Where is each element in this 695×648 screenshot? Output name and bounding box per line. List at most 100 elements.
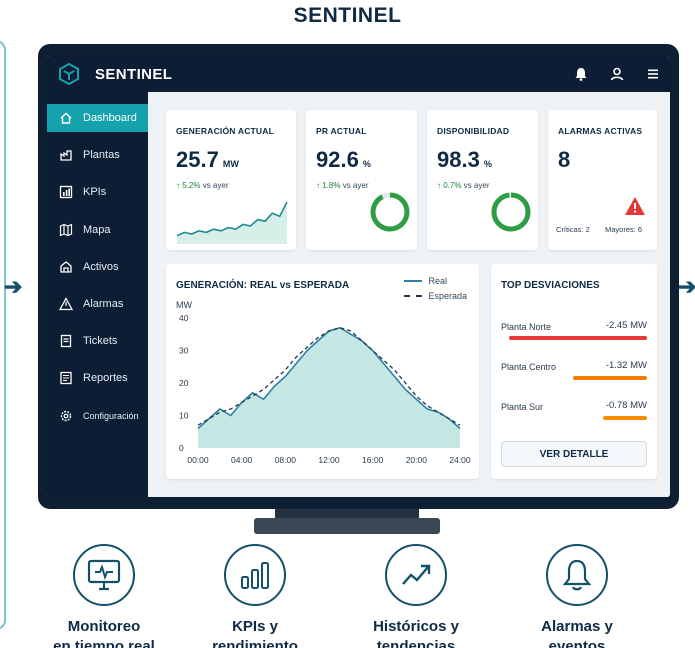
deviations-title: TOP DESVIACIONES (501, 280, 600, 291)
kpi-value: 25.7 MW (176, 147, 239, 172)
kpi-card-generacion[interactable]: GENERACIÓN ACTUAL 25.7 MW ↑ 5.2% vs ayer (166, 110, 296, 250)
kpi-card-alarmas[interactable]: ALARMAS ACTIVAS 8 Críticas: 2 Mayores: 6 (548, 110, 657, 250)
y-axis-label: MW (176, 300, 192, 310)
gear-icon (60, 410, 72, 421)
x-tick-label: 24:00 (449, 455, 471, 465)
y-tick-label: 20 (179, 378, 189, 388)
sidebar-item-label: Activos (83, 260, 119, 273)
kpi-card-disponibilidad[interactable]: DISPONIBILIDAD 98.3% ↑ 0.7% vs ayer (427, 110, 538, 250)
kpi-card-pr[interactable]: PR ACTUAL 92.6% ↑ 1.8% vs ayer (306, 110, 417, 250)
sidebar-item-label: Reportes (83, 372, 128, 385)
kpi-delta: ↑ 0.7% vs ayer (437, 181, 490, 190)
legend-item-esperada: Esperada (404, 291, 467, 301)
page-title: SENTINEL (293, 4, 402, 27)
left-frame (0, 40, 6, 630)
deviation-plant-name: Planta Sur (501, 402, 544, 412)
gauge-fill (491, 192, 531, 232)
bell-icon (562, 559, 592, 591)
brand-name: SENTINEL (95, 65, 173, 83)
real-area (198, 327, 460, 448)
feature-icon-circle (73, 544, 135, 606)
logo-icon (59, 62, 79, 86)
sidebar-item-activos[interactable]: Activos (47, 253, 148, 281)
kpi-title: PR ACTUAL (316, 126, 367, 136)
kpi-delta: ↑ 5.2% vs ayer (176, 181, 229, 190)
topbar: SENTINEL (47, 56, 670, 92)
sidebar: Dashboard Plantas KPIs Mapa Activos (47, 92, 148, 497)
dashboard-screen: SENTINEL Dashboard Plantas (47, 56, 670, 497)
x-tick-label: 20:00 (406, 455, 428, 465)
feature-alarmas: Alarmas y eventos (502, 544, 652, 648)
kpi-value: 98.3% (437, 147, 492, 172)
view-detail-button[interactable]: VER DETALLE (501, 441, 647, 467)
sidebar-item-alarmas[interactable]: Alarmas (47, 290, 148, 318)
feature-icon-circle (385, 544, 447, 606)
feature-icon-circle (224, 544, 286, 606)
generation-chart-card: GENERACIÓN: REAL vs ESPERADA Real Espera… (166, 264, 479, 479)
plant-icon (60, 150, 72, 161)
sidebar-item-configuracion[interactable]: Configuración (47, 402, 148, 430)
generation-chart: MW 0 10 20 30 40 00:00 04:00 08:00 12:00 16:00 20:0… (176, 300, 471, 465)
feature-monitoreo: Monitoreo en tiempo real (29, 544, 179, 648)
sidebar-item-label: KPIs (83, 186, 107, 199)
deviation-row: Planta Norte -2.45 MW (501, 316, 647, 346)
kpi-delta: ↑ 1.8% vs ayer (316, 181, 369, 190)
user-icon[interactable] (610, 67, 624, 81)
sidebar-item-kpis[interactable]: KPIs (47, 178, 148, 206)
gauge-fill (370, 192, 410, 232)
x-tick-label: 04:00 (231, 455, 253, 465)
sidebar-item-dashboard[interactable]: Dashboard (47, 104, 148, 132)
y-tick-label: 40 (179, 313, 189, 323)
critical-count: Críticas: 2 (556, 225, 590, 234)
feature-label: Históricos y tendencias (373, 618, 459, 648)
monitor-stand-base (254, 518, 440, 534)
sidebar-item-label: Alarmas (83, 297, 124, 310)
monitor: SENTINEL Dashboard Plantas (38, 44, 679, 509)
y-tick-label: 30 (179, 346, 189, 356)
kpi-value: 8 (558, 147, 571, 172)
sidebar-item-mapa[interactable]: Mapa (47, 216, 148, 244)
x-tick-label: 08:00 (275, 455, 297, 465)
home-icon (60, 112, 72, 124)
feature-historicos: Históricos y tendencias (341, 544, 491, 648)
alarm-icon (59, 297, 73, 311)
bell-icon[interactable] (574, 67, 588, 81)
feature-label: Alarmas y eventos (541, 618, 613, 648)
deviation-bar (603, 416, 647, 420)
availability-gauge (491, 192, 531, 232)
feature-label: Monitoreo en tiempo real (53, 618, 155, 648)
monitor-icon (87, 559, 121, 591)
warning-icon (625, 197, 645, 215)
sparkline-line (176, 201, 288, 237)
sidebar-item-label: Dashboard (83, 112, 137, 124)
trend-icon (402, 564, 431, 585)
sidebar-item-plantas[interactable]: Plantas (47, 141, 148, 169)
kpi-value: 92.6% (316, 147, 371, 172)
chart-title: GENERACIÓN: REAL vs ESPERADA (176, 280, 350, 291)
legend-item-real: Real (404, 276, 467, 286)
major-count: Mayores: 6 (605, 225, 643, 234)
sidebar-item-reportes[interactable]: Reportes (47, 364, 148, 392)
map-icon (59, 223, 73, 236)
feature-kpis: KPIs y rendimiento (180, 544, 330, 648)
report-icon (60, 372, 72, 385)
deviation-row: Planta Sur -0.78 MW (501, 396, 647, 426)
sidebar-item-label: Configuración (83, 410, 139, 421)
kpi-title: DISPONIBILIDAD (437, 126, 510, 136)
bar-chart-icon (241, 562, 269, 589)
sidebar-item-label: Mapa (83, 223, 111, 236)
ticket-icon (60, 334, 72, 348)
deviation-plant-name: Planta Centro (501, 362, 557, 372)
kpi-title: ALARMAS ACTIVAS (558, 126, 643, 136)
sidebar-item-tickets[interactable]: Tickets (47, 327, 148, 355)
y-tick-label: 10 (179, 411, 189, 421)
kpi-title: GENERACIÓN ACTUAL (176, 126, 274, 136)
x-tick-label: 12:00 (318, 455, 340, 465)
menu-icon[interactable] (646, 67, 660, 81)
deviation-bar (572, 376, 647, 380)
deviation-value: -1.32 MW (605, 360, 647, 371)
deviation-bar (509, 336, 647, 340)
kpi-icon (59, 186, 73, 199)
deviation-row: Planta Centro -1.32 MW (501, 356, 647, 386)
